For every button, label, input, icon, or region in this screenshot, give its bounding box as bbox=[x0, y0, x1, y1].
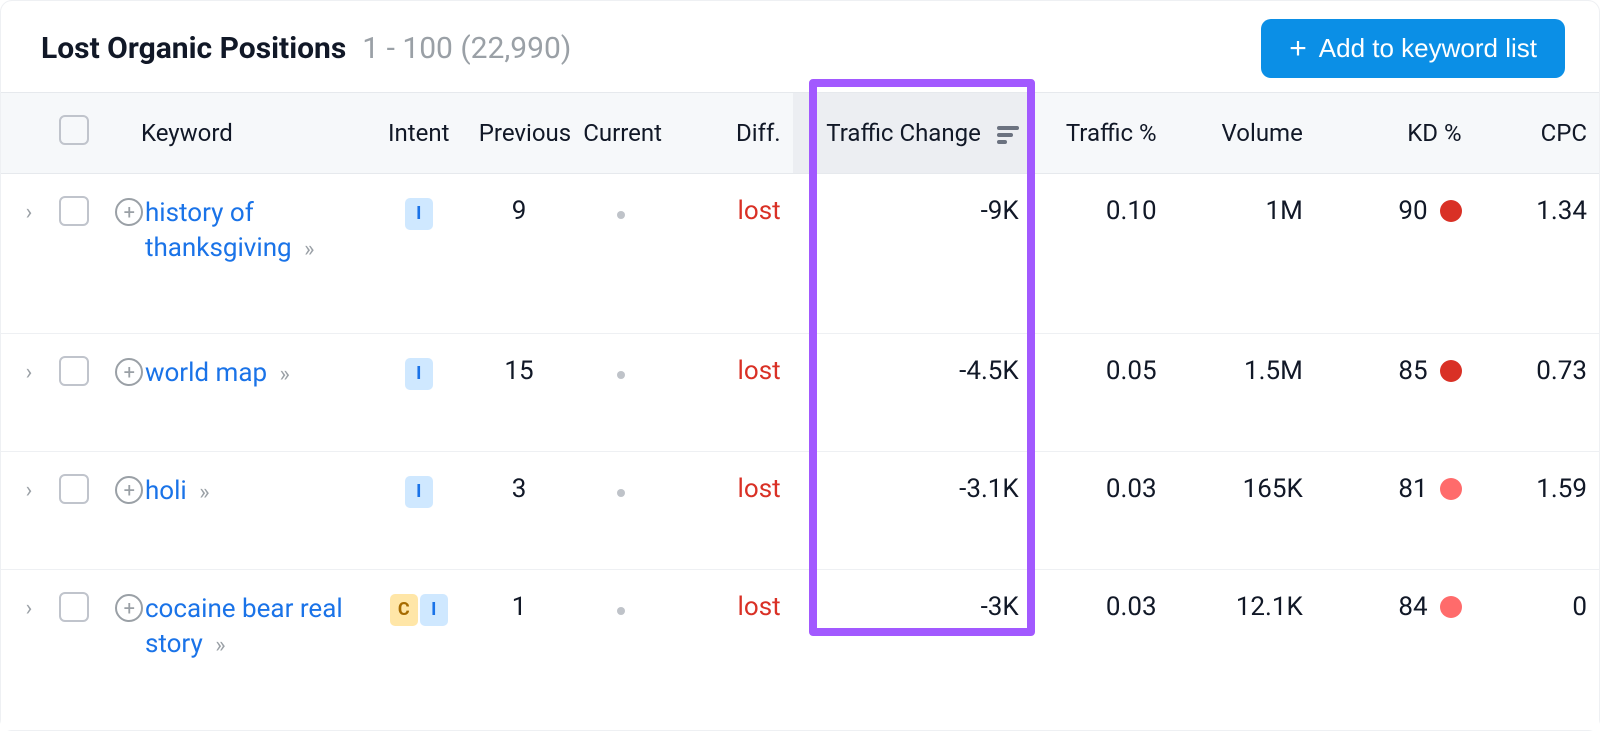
cell-kd: 81 bbox=[1315, 452, 1474, 570]
cell-volume: 1.5M bbox=[1169, 334, 1315, 452]
cell-cpc: 1.34 bbox=[1474, 174, 1599, 334]
col-kd[interactable]: KD % bbox=[1315, 93, 1474, 174]
cell-traffic-pct: 0.03 bbox=[1031, 452, 1169, 570]
cell-previous: 3 bbox=[467, 452, 571, 570]
cell-traffic-pct: 0.10 bbox=[1031, 174, 1169, 334]
cell-volume: 12.1K bbox=[1169, 570, 1315, 730]
row-checkbox[interactable] bbox=[59, 592, 89, 622]
table-row: › +cocaine bear real story » CI1 lost-3K0.0… bbox=[1, 570, 1599, 730]
expand-row-icon[interactable]: › bbox=[26, 480, 33, 502]
intent-badge-I: I bbox=[405, 198, 433, 230]
panel-header: Lost Organic Positions 1 - 100 (22,990) … bbox=[1, 1, 1599, 92]
panel-title: Lost Organic Positions bbox=[41, 31, 346, 66]
keywords-table: Keyword Intent Previous Current Diff. Tr… bbox=[1, 92, 1599, 730]
no-position-dot bbox=[617, 371, 625, 379]
cell-previous: 1 bbox=[467, 570, 571, 730]
cell-current bbox=[571, 570, 671, 730]
row-checkbox[interactable] bbox=[59, 196, 89, 226]
add-keyword-icon[interactable]: + bbox=[115, 358, 143, 386]
kd-dot-icon bbox=[1440, 478, 1462, 500]
cell-diff: lost bbox=[671, 570, 792, 730]
add-to-keyword-list-button[interactable]: + Add to keyword list bbox=[1261, 19, 1565, 78]
kd-dot-icon bbox=[1440, 200, 1462, 222]
sort-desc-icon bbox=[997, 126, 1019, 144]
plus-icon: + bbox=[1289, 34, 1307, 64]
table-header-row: Keyword Intent Previous Current Diff. Tr… bbox=[1, 93, 1599, 174]
cell-volume: 1M bbox=[1169, 174, 1315, 334]
intent-badge-I: I bbox=[420, 594, 448, 626]
kd-dot-icon bbox=[1440, 596, 1462, 618]
col-traffic-pct[interactable]: Traffic % bbox=[1031, 93, 1169, 174]
cell-traffic-change: -4.5K bbox=[793, 334, 1031, 452]
col-traffic-change-label: Traffic Change bbox=[826, 119, 981, 147]
cell-previous: 9 bbox=[467, 174, 571, 334]
keyword-link[interactable]: cocaine bear real story bbox=[145, 594, 343, 659]
col-add bbox=[103, 93, 141, 174]
table-row: › +world map » I 15 lost-4.5K0.051.5M850.73 bbox=[1, 334, 1599, 452]
keyword-link[interactable]: history of thanksgiving bbox=[145, 198, 292, 263]
add-keyword-icon[interactable]: + bbox=[115, 476, 143, 504]
row-checkbox[interactable] bbox=[59, 356, 89, 386]
col-previous[interactable]: Previous bbox=[467, 93, 571, 174]
cell-traffic-change: -3.1K bbox=[793, 452, 1031, 570]
cell-current bbox=[571, 174, 671, 334]
double-chevron-icon: » bbox=[280, 362, 290, 387]
cell-cpc: 0 bbox=[1474, 570, 1599, 730]
kd-dot-icon bbox=[1440, 360, 1462, 382]
cell-previous: 15 bbox=[467, 334, 571, 452]
intent-badge-C: C bbox=[390, 594, 418, 626]
select-all-checkbox[interactable] bbox=[59, 115, 89, 145]
row-checkbox[interactable] bbox=[59, 474, 89, 504]
table-row: › +history of thanksgiving » I 9 lost-9K0.10… bbox=[1, 174, 1599, 334]
cell-traffic-pct: 0.05 bbox=[1031, 334, 1169, 452]
cell-kd: 84 bbox=[1315, 570, 1474, 730]
cell-cpc: 0.73 bbox=[1474, 334, 1599, 452]
no-position-dot bbox=[617, 211, 625, 219]
cell-kd: 85 bbox=[1315, 334, 1474, 452]
col-intent[interactable]: Intent bbox=[371, 93, 467, 174]
col-checkbox bbox=[45, 93, 103, 174]
col-keyword[interactable]: Keyword bbox=[141, 93, 371, 174]
panel-title-wrap: Lost Organic Positions 1 - 100 (22,990) bbox=[41, 31, 571, 66]
col-volume[interactable]: Volume bbox=[1169, 93, 1315, 174]
expand-row-icon[interactable]: › bbox=[26, 598, 33, 620]
cell-volume: 165K bbox=[1169, 452, 1315, 570]
lost-positions-panel: Lost Organic Positions 1 - 100 (22,990) … bbox=[0, 0, 1600, 731]
no-position-dot bbox=[617, 489, 625, 497]
double-chevron-icon: » bbox=[304, 237, 314, 262]
no-position-dot bbox=[617, 607, 625, 615]
expand-row-icon[interactable]: › bbox=[26, 202, 33, 224]
add-keyword-icon[interactable]: + bbox=[115, 594, 143, 622]
double-chevron-icon: » bbox=[199, 480, 209, 505]
col-traffic-change[interactable]: Traffic Change bbox=[793, 93, 1031, 174]
col-expand bbox=[1, 93, 45, 174]
cell-cpc: 1.59 bbox=[1474, 452, 1599, 570]
cell-diff: lost bbox=[671, 452, 792, 570]
cell-diff: lost bbox=[671, 174, 792, 334]
cell-diff: lost bbox=[671, 334, 792, 452]
col-current[interactable]: Current bbox=[571, 93, 671, 174]
panel-range: 1 - 100 (22,990) bbox=[362, 31, 571, 66]
keyword-link[interactable]: holi bbox=[145, 476, 187, 506]
col-cpc[interactable]: CPC bbox=[1474, 93, 1599, 174]
cell-current bbox=[571, 452, 671, 570]
cell-traffic-change: -3K bbox=[793, 570, 1031, 730]
table-row: › +holi » I 3 lost-3.1K0.03165K811.59 bbox=[1, 452, 1599, 570]
cell-traffic-pct: 0.03 bbox=[1031, 570, 1169, 730]
col-diff[interactable]: Diff. bbox=[671, 93, 792, 174]
intent-badge-I: I bbox=[405, 476, 433, 508]
intent-badge-I: I bbox=[405, 358, 433, 390]
double-chevron-icon: » bbox=[215, 633, 225, 658]
add-keyword-icon[interactable]: + bbox=[115, 198, 143, 226]
cell-kd: 90 bbox=[1315, 174, 1474, 334]
cell-current bbox=[571, 334, 671, 452]
cell-traffic-change: -9K bbox=[793, 174, 1031, 334]
keyword-link[interactable]: world map bbox=[145, 358, 267, 388]
expand-row-icon[interactable]: › bbox=[26, 362, 33, 384]
add-button-label: Add to keyword list bbox=[1319, 33, 1537, 64]
